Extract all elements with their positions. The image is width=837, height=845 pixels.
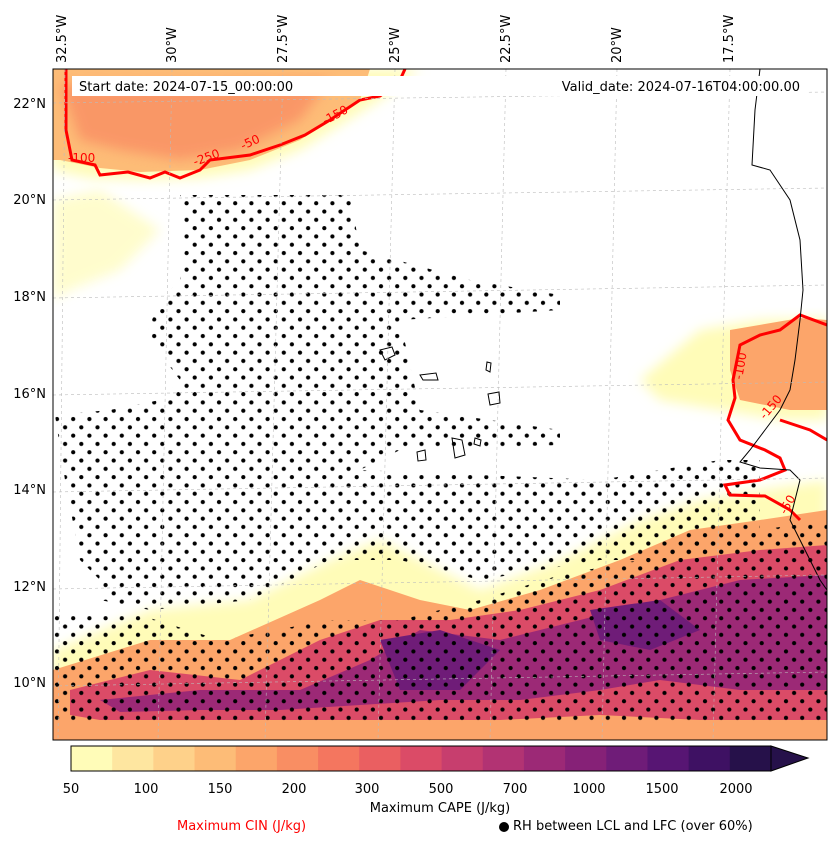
valid-date: Valid_date: 2024-07-16T04:00:00.00 xyxy=(562,80,800,95)
colorbar-tick-label: 700 xyxy=(502,782,528,797)
title-box xyxy=(72,76,808,96)
coastline xyxy=(379,69,827,591)
lon-label: 17.5°W xyxy=(722,14,737,63)
colorbar-cell xyxy=(318,746,360,771)
lon-label: 32.5°W xyxy=(55,14,70,63)
start-date: Start date: 2024-07-15_00:00:00 xyxy=(79,80,293,95)
colorbar-tick-label: 300 xyxy=(354,782,380,797)
colorbar-cell xyxy=(606,746,648,771)
colorbar-tick-label: 50 xyxy=(62,782,80,797)
cin-contour-label: -100 xyxy=(731,351,750,380)
colorbar-cell xyxy=(71,746,113,771)
colorbar-tick-label: 500 xyxy=(428,782,454,797)
colorbar-cell xyxy=(482,746,525,771)
colorbar-cell xyxy=(400,746,443,771)
colorbar-frame xyxy=(70,745,772,772)
rh-legend-marker xyxy=(499,822,509,832)
colorbar-tick-label: 200 xyxy=(281,782,307,797)
lon-label: 25°W xyxy=(388,27,403,63)
rh-legend-label: RH between LCL and LFC (over 60%) xyxy=(513,819,753,834)
colorbar-cell xyxy=(565,746,607,771)
colorbar-cell xyxy=(647,746,690,771)
colorbar-cell xyxy=(523,746,566,771)
lon-label: 22.5°W xyxy=(499,14,514,63)
map-frame xyxy=(52,68,828,741)
colorbar-tick-label: 1500 xyxy=(645,782,679,797)
colorbar-tick-label: 100 xyxy=(133,782,159,797)
colorbar-cell xyxy=(729,746,772,771)
lat-label: 14°N xyxy=(13,483,46,498)
colorbar-cell xyxy=(688,746,731,771)
colorbar-tick-label: 1000 xyxy=(572,782,606,797)
colorbar-extend-arrow xyxy=(770,745,810,772)
colorbar-cell xyxy=(112,746,154,771)
lat-label: 18°N xyxy=(13,290,46,305)
colorbar-cell xyxy=(276,746,319,771)
cin-legend-label: Maximum CIN (J/kg) xyxy=(177,819,307,834)
colorbar-cell xyxy=(441,746,484,771)
cin-contour-label: -100 xyxy=(68,151,95,165)
colorbar-tick-label: 150 xyxy=(207,782,233,797)
lon-label: 30°W xyxy=(165,27,180,63)
lat-label: 22°N xyxy=(13,97,46,112)
cin-contours xyxy=(64,69,827,522)
colorbar-title: Maximum CAPE (J/kg) xyxy=(369,801,511,816)
lat-label: 20°N xyxy=(13,193,46,208)
colorbar-cell xyxy=(194,746,237,771)
lat-label: 10°N xyxy=(13,676,46,691)
colorbar-cell xyxy=(235,746,278,771)
colorbar-tick-label: 2000 xyxy=(719,782,753,797)
colorbar-cell xyxy=(153,746,196,771)
colorbar xyxy=(70,745,810,772)
colorbar-cell xyxy=(359,746,401,771)
lat-label: 12°N xyxy=(13,580,46,595)
rh-stipple xyxy=(53,195,827,722)
gridlines xyxy=(53,69,827,740)
lon-label: 20°W xyxy=(610,27,625,63)
lat-label: 16°N xyxy=(13,387,46,402)
lon-label: 27.5°W xyxy=(276,14,291,63)
